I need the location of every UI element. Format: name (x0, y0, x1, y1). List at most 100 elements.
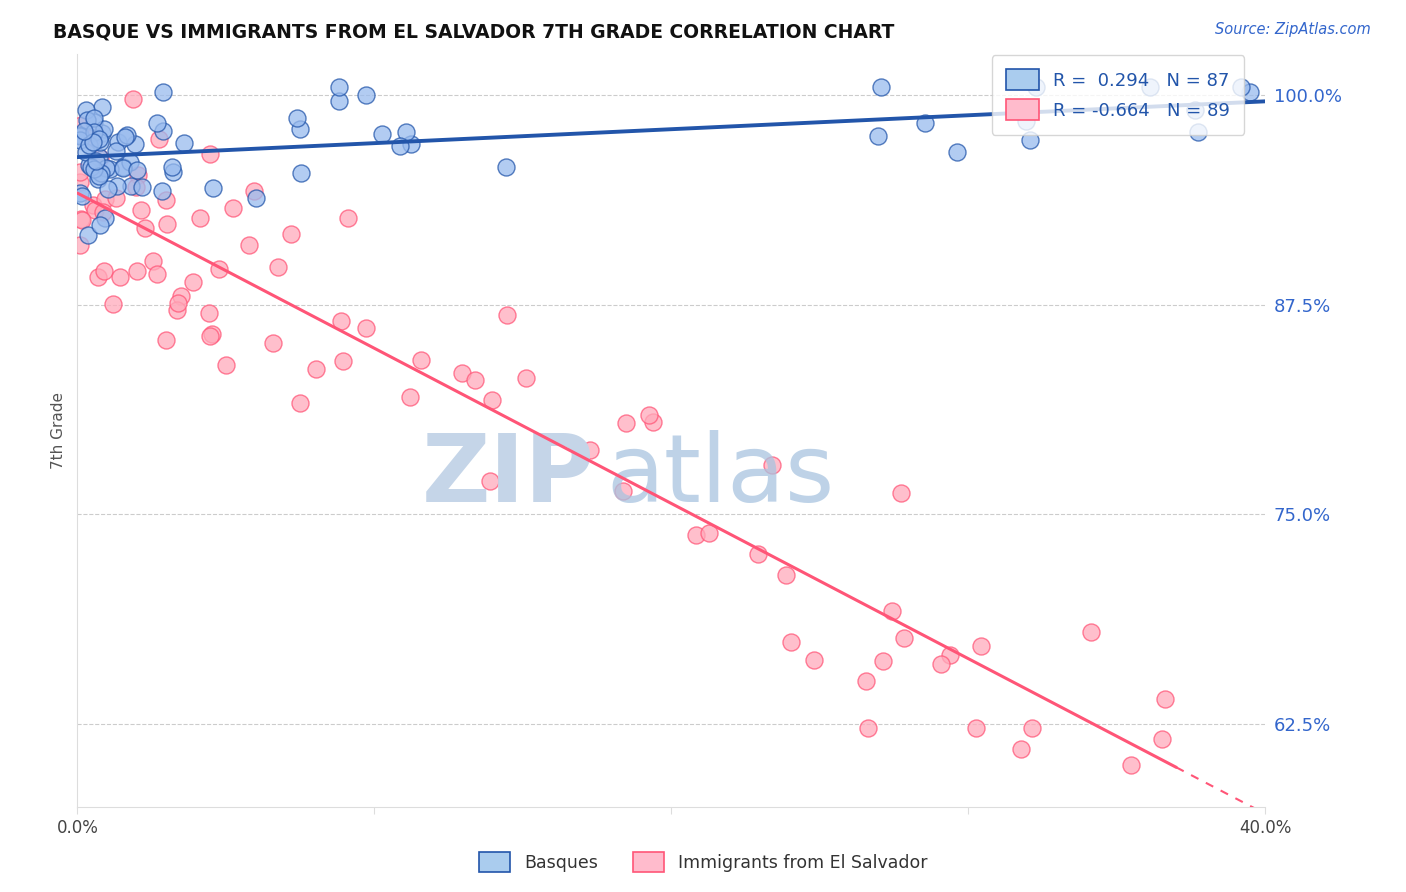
Point (103, 296, 125, 310)
Point (1184, 103, 1206, 117)
Point (131, 179, 153, 194)
Point (125, 179, 148, 194)
Point (409, 352, 432, 367)
Point (104, 145, 127, 159)
Point (697, 525, 720, 540)
Legend: R =  0.294   N = 87, R = -0.664   N = 89: R = 0.294 N = 87, R = -0.664 N = 89 (991, 55, 1244, 135)
Point (148, 132, 170, 146)
Point (83, 112, 105, 126)
Point (152, 124, 174, 138)
Point (332, 354, 354, 368)
Point (245, 191, 267, 205)
Point (112, 161, 135, 175)
Point (495, 160, 517, 174)
Point (86, 154, 108, 169)
Point (243, 184, 266, 198)
Point (280, 227, 302, 241)
Point (637, 408, 659, 422)
Point (134, 220, 156, 235)
Point (80, 161, 103, 175)
Point (146, 115, 169, 129)
Point (69, 128, 91, 143)
Point (855, 674, 877, 689)
Point (328, 80, 350, 95)
Point (122, 92, 145, 106)
Point (89, 169, 111, 184)
Point (579, 442, 602, 457)
Point (82, 135, 104, 149)
Point (77, 138, 100, 153)
Point (481, 393, 503, 408)
Point (166, 302, 188, 317)
Point (75, 145, 97, 159)
Point (87, 131, 110, 145)
Point (70, 213, 93, 227)
Point (98, 162, 121, 177)
Point (125, 264, 148, 278)
Point (496, 308, 519, 322)
Point (83, 115, 105, 129)
Point (1080, 625, 1102, 640)
Point (84, 202, 107, 217)
Point (1015, 114, 1038, 128)
Point (124, 136, 146, 151)
Point (478, 474, 501, 488)
Point (105, 191, 128, 205)
Point (72, 188, 94, 202)
Point (162, 160, 184, 174)
Point (82, 198, 104, 212)
Point (69, 176, 91, 190)
Point (946, 145, 969, 160)
Point (1187, 125, 1209, 139)
Point (394, 125, 416, 139)
Text: atlas: atlas (606, 430, 834, 522)
Point (93, 121, 115, 136)
Point (288, 395, 311, 409)
Point (208, 261, 231, 276)
Point (880, 604, 903, 618)
Point (202, 180, 225, 194)
Point (288, 122, 311, 136)
Point (69, 186, 91, 200)
Point (685, 528, 707, 542)
Point (970, 639, 993, 653)
Point (111, 161, 134, 175)
Point (173, 136, 195, 150)
Point (201, 327, 224, 342)
Point (118, 155, 141, 169)
Point (914, 116, 936, 130)
Point (1119, 758, 1142, 772)
Point (1019, 133, 1042, 147)
Y-axis label: 7th Grade: 7th Grade (51, 392, 66, 469)
Point (890, 486, 912, 500)
Point (127, 162, 149, 177)
Point (156, 218, 179, 232)
Point (370, 127, 392, 141)
Point (869, 80, 891, 95)
Point (107, 135, 129, 149)
Point (1025, 80, 1047, 95)
Point (399, 137, 422, 152)
Point (69, 165, 91, 179)
Point (1021, 721, 1043, 735)
Point (93, 263, 115, 277)
Point (155, 333, 177, 347)
Point (89, 135, 111, 149)
Point (354, 321, 377, 335)
Point (146, 268, 169, 282)
Text: Source: ZipAtlas.com: Source: ZipAtlas.com (1215, 22, 1371, 37)
Point (515, 371, 537, 385)
Point (181, 275, 204, 289)
Point (75, 103, 97, 118)
Text: BASQUE VS IMMIGRANTS FROM EL SALVADOR 7TH GRADE CORRELATION CHART: BASQUE VS IMMIGRANTS FROM EL SALVADOR 7T… (53, 22, 894, 41)
Point (354, 87, 377, 102)
Point (150, 185, 173, 199)
Point (872, 654, 894, 668)
Point (80, 131, 103, 145)
Point (775, 568, 797, 582)
Point (90, 166, 112, 180)
Point (69, 128, 91, 142)
Point (803, 653, 825, 667)
Point (69, 128, 91, 142)
Point (94, 161, 117, 175)
